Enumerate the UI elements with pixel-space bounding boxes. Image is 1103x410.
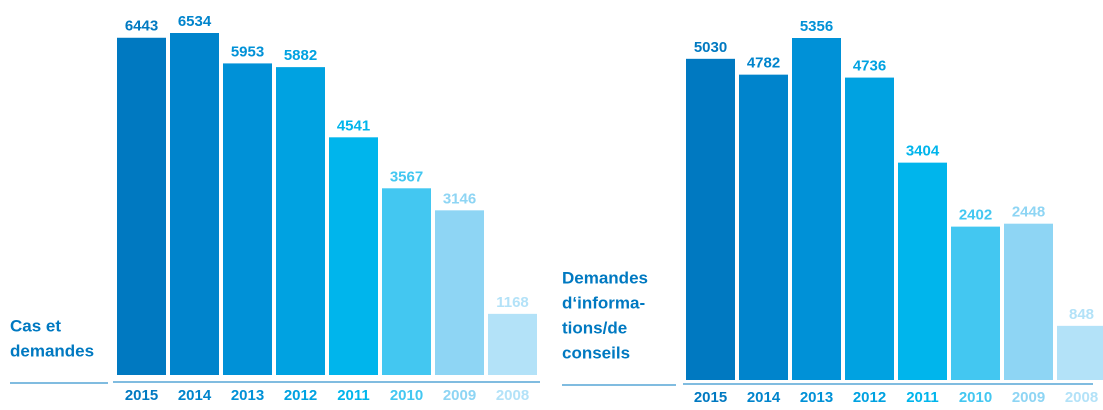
x-tick-label: 2015 xyxy=(694,389,727,406)
value-label: 2402 xyxy=(959,207,992,224)
x-tick-label: 2009 xyxy=(1012,389,1045,406)
bar xyxy=(845,77,894,381)
x-tick-label: 2013 xyxy=(231,387,264,404)
bar xyxy=(792,38,841,380)
x-tick-label: 2014 xyxy=(178,387,212,404)
value-label: 6534 xyxy=(178,13,212,30)
x-tick-label: 2010 xyxy=(390,387,423,404)
x-tick-label: 2008 xyxy=(1065,389,1098,406)
x-tick-label: 2010 xyxy=(959,389,992,406)
bar xyxy=(329,137,378,375)
bar xyxy=(382,188,431,375)
x-tick-label: 2009 xyxy=(443,387,476,404)
value-label: 5030 xyxy=(694,39,727,56)
bar xyxy=(1057,325,1103,380)
bar xyxy=(170,33,219,375)
value-label: 848 xyxy=(1069,306,1094,323)
bar xyxy=(951,226,1000,380)
bar xyxy=(898,162,947,380)
chart-label: Cas et xyxy=(10,316,61,335)
x-tick-label: 2012 xyxy=(853,389,886,406)
value-label: 3146 xyxy=(443,190,476,207)
value-label: 3404 xyxy=(906,143,940,160)
x-tick-label: 2011 xyxy=(906,389,939,406)
x-tick-label: 2015 xyxy=(125,387,158,404)
value-label: 6443 xyxy=(125,18,158,35)
bar xyxy=(739,74,788,380)
x-tick-label: 2013 xyxy=(800,389,833,406)
x-tick-label: 2011 xyxy=(337,387,370,404)
bar xyxy=(488,313,537,375)
value-label: 1168 xyxy=(496,294,529,311)
x-tick-label: 2012 xyxy=(284,387,317,404)
value-label: 4736 xyxy=(853,58,886,75)
chart-label: tions/de xyxy=(562,318,627,337)
chart-label: Demandes xyxy=(562,268,648,287)
value-label: 4541 xyxy=(337,117,370,134)
x-tick-label: 2014 xyxy=(747,389,781,406)
bar xyxy=(686,58,735,380)
chart-label: d‘informa- xyxy=(562,293,645,312)
value-label: 5356 xyxy=(800,18,833,35)
bar xyxy=(435,210,484,375)
bar xyxy=(276,67,325,376)
bar xyxy=(117,37,166,375)
value-label: 3567 xyxy=(390,168,423,185)
chart-label: demandes xyxy=(10,341,94,360)
bar xyxy=(223,63,272,376)
value-label: 5953 xyxy=(231,43,264,60)
chart-label: conseils xyxy=(562,343,630,362)
value-label: 4782 xyxy=(747,55,780,72)
x-tick-label: 2008 xyxy=(496,387,529,404)
value-label: 5882 xyxy=(284,47,317,64)
value-label: 2448 xyxy=(1012,204,1045,221)
bar xyxy=(1004,223,1053,380)
